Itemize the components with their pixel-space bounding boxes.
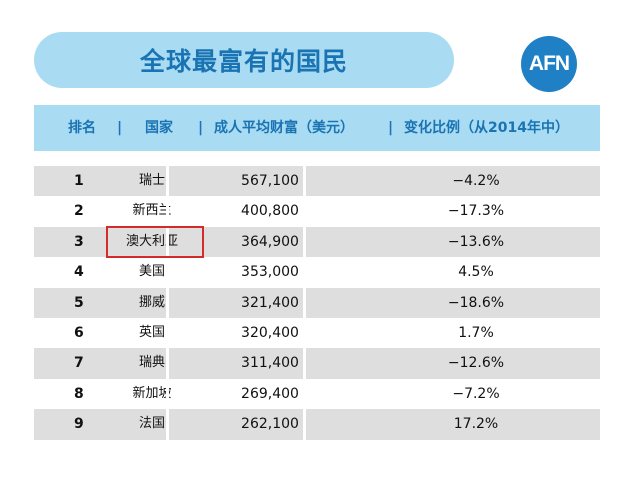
table-row: 2 新西兰 400,800 −17.3% — [34, 196, 600, 226]
column-divider — [303, 166, 306, 440]
cell-country: 法国 — [138, 416, 165, 432]
table-row: 4 美国 353,000 4.5% — [34, 257, 600, 287]
cell-rank: 7 — [74, 355, 84, 372]
cell-country: 新加坡 — [132, 385, 172, 401]
afn-logo: AFN — [521, 36, 577, 92]
table-row: 1 瑞士 567,100 −4.2% — [34, 166, 600, 197]
cell-change: 4.5% — [458, 264, 494, 281]
cell-wealth: 311,400 — [241, 355, 299, 372]
highlight-box — [106, 226, 204, 258]
cell-rank: 5 — [74, 294, 84, 311]
cell-country: 新西兰 — [132, 203, 172, 219]
cell-country: 英国 — [138, 324, 165, 340]
table-row: 7 瑞典 311,400 −12.6% — [34, 348, 600, 379]
table-row: 5 挪威 321,400 −18.6% — [34, 287, 600, 318]
cell-change: −4.2% — [452, 173, 500, 189]
header-change: 变化比例（从2014年中） — [404, 120, 569, 136]
header-separator: | — [117, 120, 123, 136]
cell-change: −13.6% — [447, 233, 505, 250]
table-row: 8 新加坡 269,400 −7.2% — [34, 379, 600, 409]
table-body: 1 瑞士 567,100 −4.2% 2 新西兰 400,800 −17.3% … — [34, 166, 600, 440]
table-row: 3 澳大利亚 364,900 −13.6% — [34, 226, 600, 258]
cell-wealth: 567,100 — [241, 173, 299, 189]
header-country: 国家 — [145, 120, 173, 136]
cell-wealth: 269,400 — [241, 385, 299, 402]
cell-change: 1.7% — [458, 324, 494, 341]
cell-country: 澳大利亚 — [125, 233, 178, 249]
cell-wealth: 321,400 — [241, 294, 299, 311]
cell-rank: 4 — [74, 264, 84, 281]
cell-change: −7.2% — [452, 385, 500, 402]
cell-change: −12.6% — [447, 355, 505, 372]
cell-rank: 8 — [74, 385, 84, 402]
cell-change: −17.3% — [447, 203, 505, 220]
cell-country: 美国 — [138, 264, 165, 280]
cell-rank: 6 — [74, 324, 84, 341]
cell-rank: 1 — [74, 173, 84, 189]
table-header: 排名 | 国家 | 成人平均财富（美元） | 变化比例（从2014年中） — [34, 105, 600, 151]
cell-country: 瑞典 — [138, 355, 165, 371]
cell-wealth: 364,900 — [241, 233, 299, 250]
cell-rank: 2 — [74, 203, 84, 220]
cell-change: −18.6% — [447, 294, 505, 311]
table-row: 9 法国 262,100 17.2% — [34, 409, 600, 440]
header-separator: | — [198, 120, 204, 136]
cell-country: 挪威 — [138, 294, 165, 310]
column-divider — [166, 166, 169, 440]
cell-wealth: 400,800 — [241, 203, 299, 220]
cell-country: 瑞士 — [138, 173, 165, 188]
header-rank: 排名 — [68, 120, 96, 136]
cell-wealth: 320,400 — [241, 324, 299, 341]
cell-wealth: 353,000 — [241, 264, 299, 281]
header-separator: | — [388, 120, 394, 136]
cell-change: 17.2% — [453, 416, 499, 433]
page-title: 全球最富有的国民 — [34, 32, 454, 88]
cell-wealth: 262,100 — [241, 416, 299, 433]
cell-rank: 3 — [74, 233, 84, 250]
header-wealth: 成人平均财富（美元） — [214, 120, 354, 136]
cell-rank: 9 — [74, 416, 84, 433]
table-row: 6 英国 320,400 1.7% — [34, 318, 600, 348]
